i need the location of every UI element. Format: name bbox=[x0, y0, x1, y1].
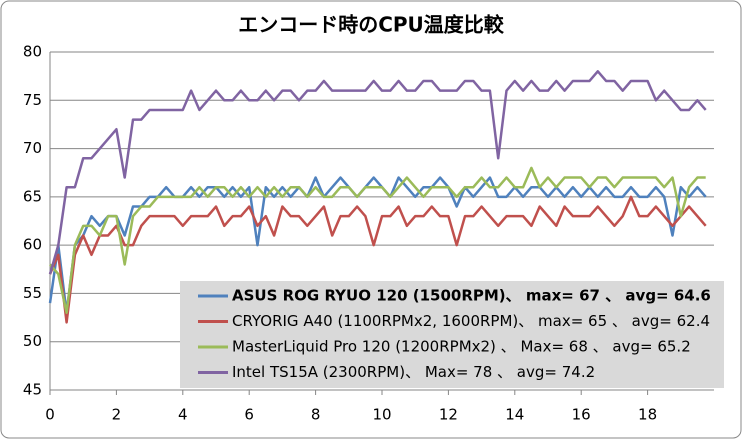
legend-label: CRYORIG A40 (1100RPMx2, 1600RPM)、 max= 6… bbox=[232, 312, 710, 330]
series-line bbox=[48, 176, 707, 314]
x-tick-label: 8 bbox=[311, 406, 321, 424]
x-tick-label: 12 bbox=[439, 406, 458, 424]
x-tick-label: 14 bbox=[505, 406, 524, 424]
y-tick-label: 65 bbox=[23, 187, 42, 205]
x-tick-label: 4 bbox=[178, 406, 188, 424]
y-tick-label: 80 bbox=[23, 43, 42, 61]
series-line bbox=[49, 166, 706, 314]
x-tick-label: 16 bbox=[572, 406, 591, 424]
series-line bbox=[48, 195, 707, 324]
series-line bbox=[48, 70, 707, 275]
legend-label: Intel TS15A (2300RPM)、 Max= 78 、 avg= 74… bbox=[232, 363, 595, 381]
chart-title: エンコード時のCPU温度比較 bbox=[238, 13, 505, 37]
y-tick-label: 50 bbox=[23, 332, 42, 350]
legend-label: MasterLiquid Pro 120 (1200RPMx2) 、 Max= … bbox=[232, 338, 691, 356]
y-tick-label: 55 bbox=[23, 284, 42, 302]
y-tick-label: 45 bbox=[23, 381, 42, 399]
y-tick-label: 60 bbox=[23, 236, 42, 254]
x-tick-label: 18 bbox=[638, 406, 657, 424]
y-tick-label: 75 bbox=[23, 91, 42, 109]
x-tick-label: 6 bbox=[244, 406, 254, 424]
y-tick-label: 70 bbox=[23, 139, 42, 157]
legend-box bbox=[180, 281, 724, 388]
x-tick-label: 10 bbox=[372, 406, 391, 424]
x-tick-label: 0 bbox=[45, 406, 55, 424]
legend-label: ASUS ROG RYUO 120 (1500RPM)、 max= 67 、 a… bbox=[232, 287, 711, 305]
x-tick-label: 2 bbox=[112, 406, 122, 424]
